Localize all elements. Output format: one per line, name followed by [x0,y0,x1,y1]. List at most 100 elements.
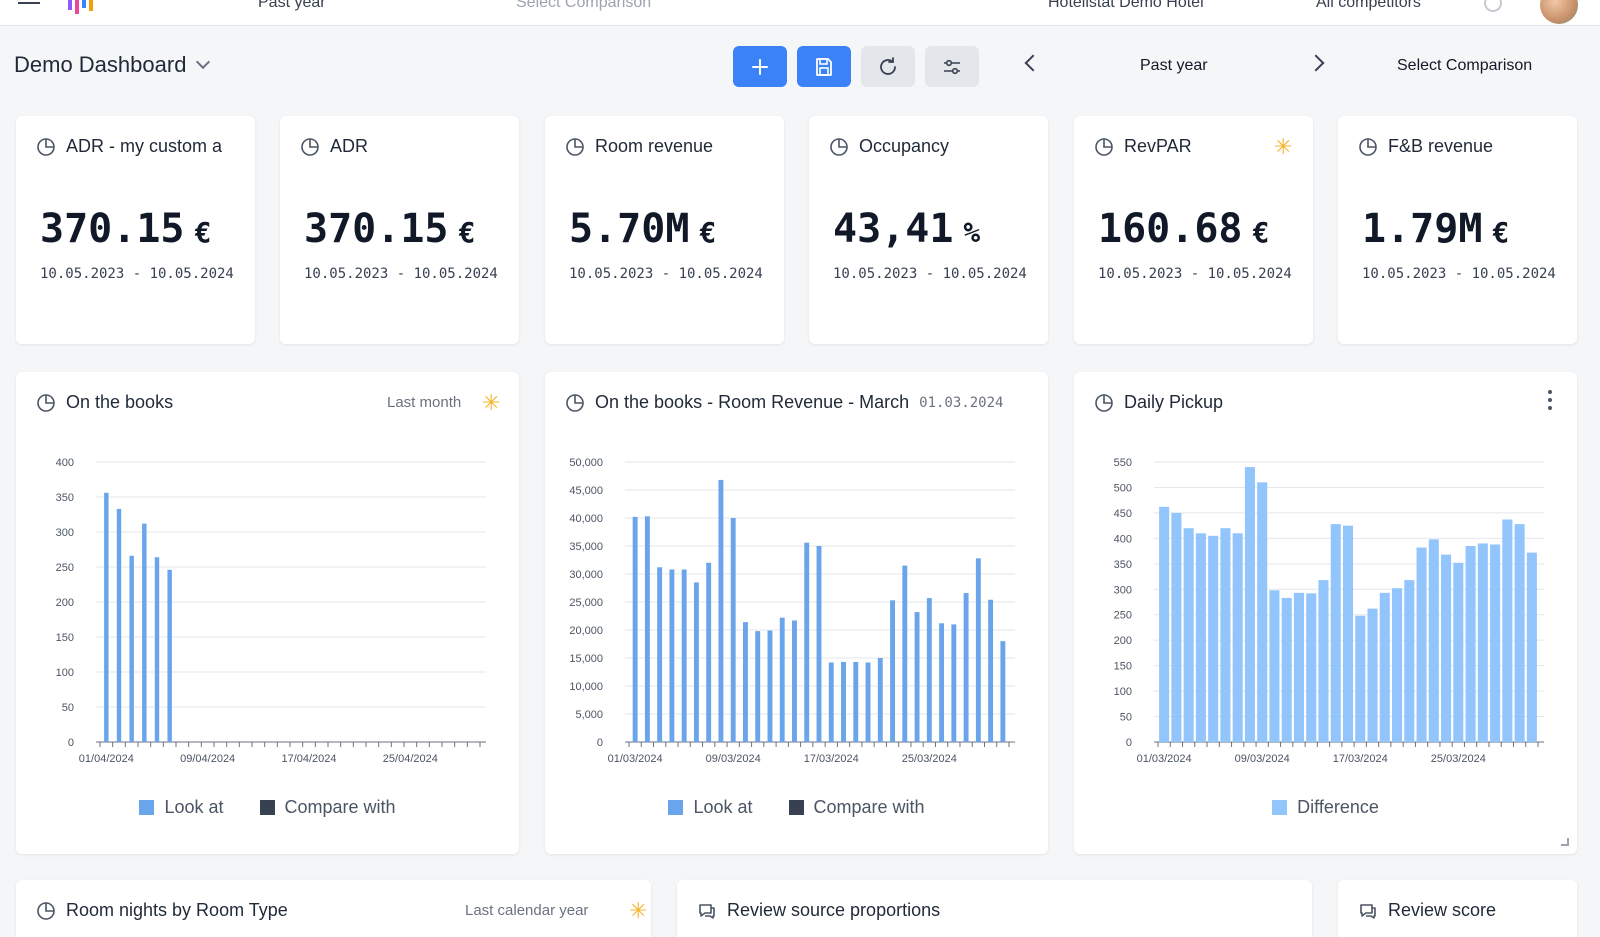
bar[interactable] [1318,580,1329,742]
bar[interactable] [1257,482,1268,742]
bar[interactable] [939,623,945,742]
bar[interactable] [828,662,834,742]
bar[interactable] [804,542,810,742]
bar[interactable] [1502,519,1513,742]
legend-item-compare-with[interactable]: Compare with [259,797,396,818]
bar[interactable] [632,516,638,742]
legend-item-compare-with[interactable]: Compare with [788,797,925,818]
bar[interactable] [963,593,969,742]
filter-settings-button[interactable] [925,46,979,87]
bar[interactable] [1404,580,1415,742]
bar[interactable] [755,631,761,742]
kpi-card[interactable]: RevPAR ✳ 160.68 € 10.05.2023 - 10.05.2024 [1074,116,1313,344]
bar[interactable] [154,557,160,742]
bar[interactable] [1208,535,1219,742]
legend-item-look-at[interactable]: Look at [139,797,224,818]
bar[interactable] [1269,590,1280,742]
bar[interactable] [1392,588,1403,742]
widget-on-the-books[interactable]: On the books Last month ✳ 0 50 100 150 200 25… [16,372,519,854]
bar[interactable] [142,523,147,742]
bar[interactable] [104,492,109,742]
bar[interactable] [1490,544,1501,742]
bar[interactable] [975,558,981,742]
bar[interactable] [792,620,797,742]
bar[interactable] [853,661,859,742]
topbar-hotel-select[interactable]: Hotelistat Demo Hotel [1048,0,1204,11]
bar[interactable] [1367,608,1378,742]
bar[interactable] [1526,552,1537,742]
bar[interactable] [167,569,172,742]
widget-daily-pickup[interactable]: Daily Pickup 0 50 100 150 200 250 300 350 400 450… [1074,372,1577,854]
bar[interactable] [669,569,675,742]
widget-review-sources[interactable]: Review source proportions [677,880,1312,937]
bar[interactable] [877,658,883,742]
more-options-icon[interactable] [1547,390,1553,410]
bar[interactable] [1453,562,1464,742]
bar[interactable] [988,599,994,742]
topbar-compare[interactable]: Select Comparison [516,0,652,11]
bar[interactable] [1306,593,1317,742]
widget-room-nights[interactable]: Room nights by Room Type Last calendar y… [16,880,651,937]
legend-item-difference[interactable]: Difference [1272,797,1379,818]
bar[interactable] [1416,547,1427,742]
bar[interactable] [706,562,712,742]
bar[interactable] [1000,641,1006,742]
widget-filter-label[interactable]: Last month [387,394,462,411]
avatar[interactable] [1540,0,1578,24]
bar[interactable] [1183,528,1194,742]
add-widget-button[interactable] [733,46,787,87]
bar[interactable] [1244,467,1255,742]
bar[interactable] [1281,597,1292,742]
bar[interactable] [926,598,932,742]
bar[interactable] [644,516,650,742]
bar[interactable] [951,624,957,742]
bar[interactable] [1293,592,1304,742]
bar[interactable] [841,661,846,742]
bar[interactable] [1477,543,1488,742]
kpi-card[interactable]: F&B revenue 1.79M € 10.05.2023 - 10.05.20… [1338,116,1577,344]
select-comparison[interactable]: Select Comparison [1397,57,1533,74]
legend-item-look-at[interactable]: Look at [668,797,753,818]
bar[interactable] [1441,554,1452,742]
kpi-card[interactable]: Occupancy 43,41% 10.05.2023 - 10.05.2024 [809,116,1048,344]
bar[interactable] [1465,546,1476,742]
bar[interactable] [743,622,748,742]
refresh-button[interactable] [861,46,915,87]
topbar-period[interactable]: Past year [258,0,326,11]
bar[interactable] [865,662,871,742]
bar[interactable] [1171,512,1182,742]
next-period-icon[interactable] [1307,54,1325,72]
resize-handle-icon[interactable] [1561,838,1569,846]
bar[interactable] [1220,528,1231,742]
bar[interactable] [1514,524,1525,742]
bar[interactable] [730,518,736,742]
bar[interactable] [116,508,122,742]
bar[interactable] [1428,539,1439,742]
settings-icon[interactable] [1484,0,1502,12]
bar[interactable] [693,582,699,742]
bar[interactable] [1330,524,1341,742]
bar[interactable] [657,567,663,742]
bar[interactable] [779,617,785,742]
star-icon[interactable]: ✳ [482,390,501,415]
bar[interactable] [1195,533,1206,742]
bar[interactable] [1342,525,1354,742]
bar[interactable] [1379,592,1390,742]
kpi-card[interactable]: Room revenue 5.70M € 10.05.2023 - 10.05.2… [545,116,784,344]
bar[interactable] [681,569,687,742]
star-icon[interactable]: ✳ [1274,134,1293,159]
dashboard-selector[interactable]: Demo Dashboard [14,52,211,78]
star-icon[interactable]: ✳ [629,898,648,923]
menu-icon[interactable] [18,0,40,4]
kpi-card[interactable]: ADR - my custom a 370.15 € 10.05.2023 - 1… [16,116,255,344]
bar[interactable] [1232,533,1243,742]
bar[interactable] [718,479,724,742]
bar[interactable] [1355,615,1366,742]
widget-on-the-books-march[interactable]: On the books - Room Revenue - March 01.0… [545,372,1048,854]
bar[interactable] [902,565,908,742]
widget-filter-label[interactable]: Last calendar year [465,902,589,919]
save-button[interactable] [797,46,851,87]
previous-period-icon[interactable] [1024,54,1042,72]
bar[interactable] [1159,506,1170,742]
bar[interactable] [767,630,773,742]
